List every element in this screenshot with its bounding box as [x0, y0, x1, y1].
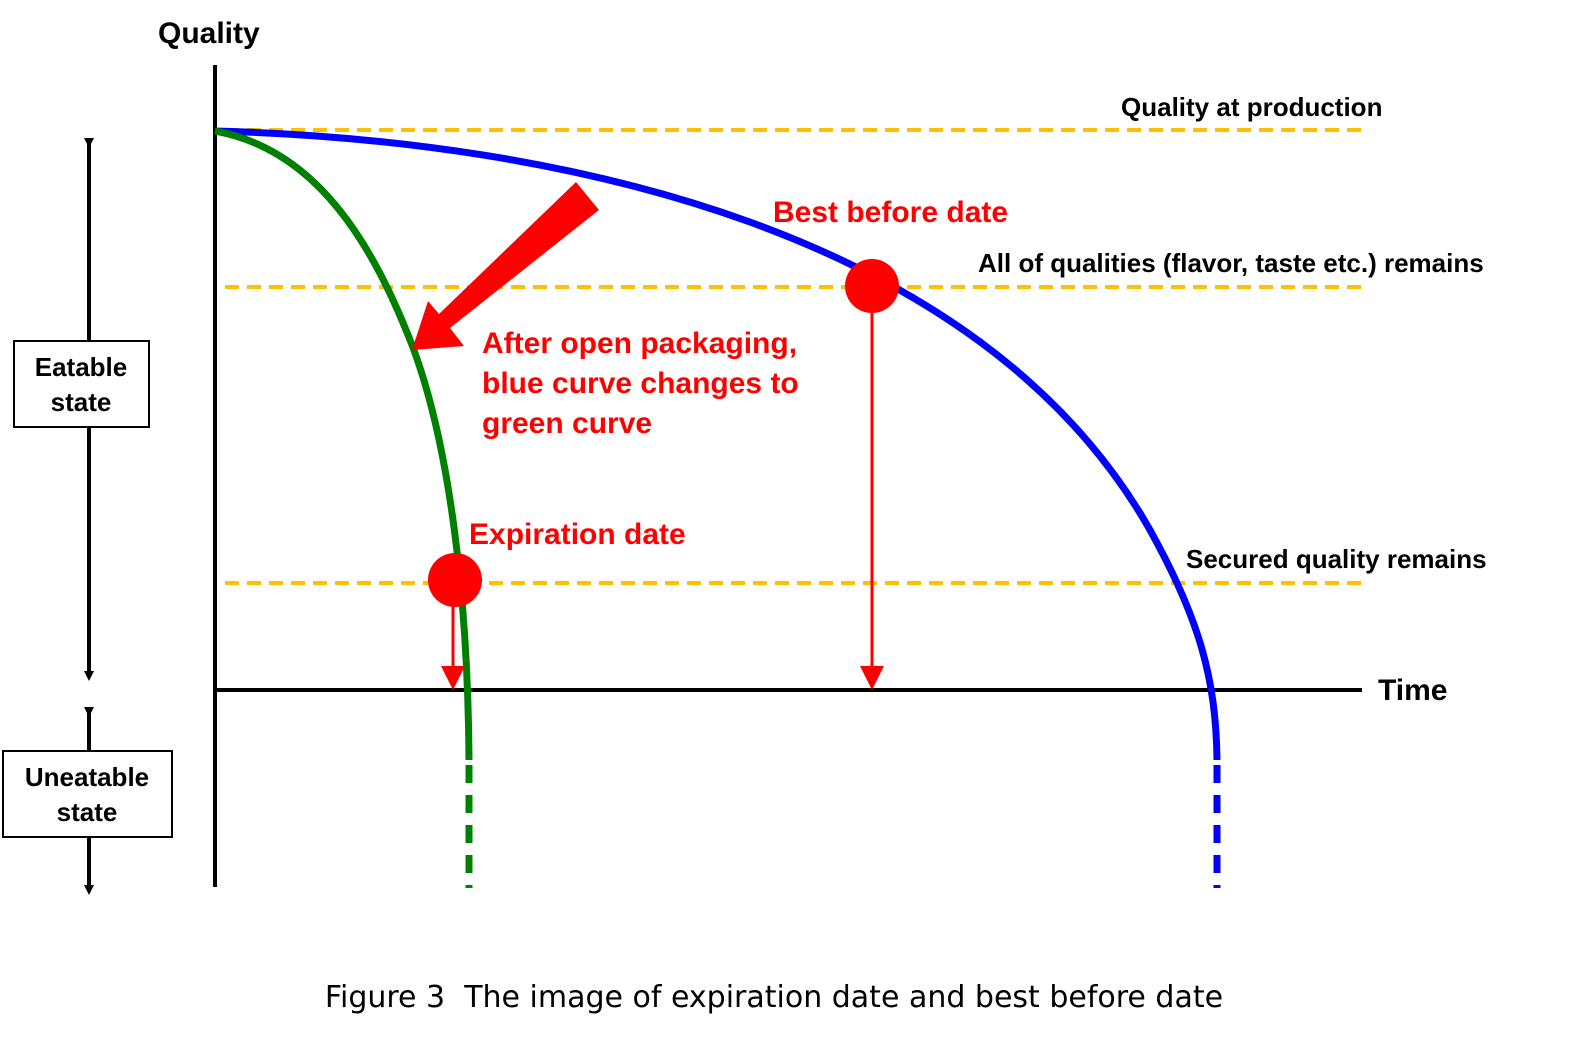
annotation-line-3: green curve	[482, 407, 652, 440]
annotation-line-2: blue curve changes to	[482, 367, 799, 400]
eatable-state-box	[13, 340, 150, 428]
annotation-line-1: After open packaging,	[482, 327, 797, 360]
uneatable-state-box	[2, 750, 173, 838]
best-before-marker	[845, 259, 899, 313]
secured-quality-label: Secured quality remains	[1186, 544, 1487, 574]
opened-quality-curve	[214, 127, 473, 761]
expiration-label: Expiration date	[469, 518, 686, 551]
best-before-drop-arrowhead	[860, 666, 884, 690]
packaging-opened-arrow	[412, 182, 599, 350]
best-before-label: Best before date	[773, 196, 1008, 229]
unopened-quality-curve	[214, 127, 1221, 761]
production-quality-label: Quality at production	[1121, 92, 1382, 122]
expiration-marker	[428, 553, 482, 607]
all-qualities-label: All of qualities (flavor, taste etc.) re…	[978, 248, 1484, 278]
uneatable-state-label-2: state	[57, 797, 118, 827]
y-axis-label: Quality	[158, 17, 260, 50]
x-axis-label: Time	[1378, 674, 1447, 707]
expiration-drop-arrowhead	[441, 666, 465, 690]
uneatable-state-label-1: Uneatable	[25, 762, 149, 792]
eatable-state-label-2: state	[51, 387, 112, 417]
figure-caption: Figure 3 The image of expiration date an…	[325, 980, 1223, 1015]
eatable-state-label-1: Eatable	[35, 352, 128, 382]
